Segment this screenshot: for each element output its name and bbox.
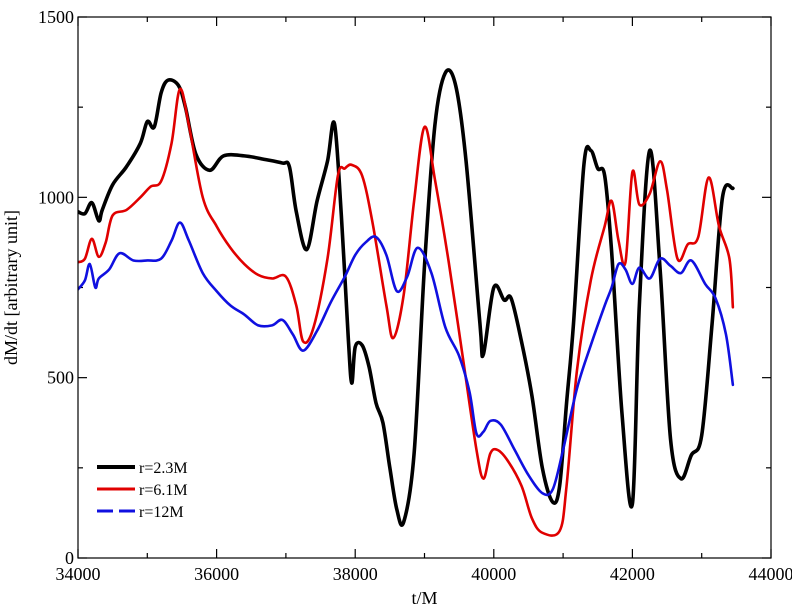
series-line-1 — [78, 87, 735, 537]
series-line-2 — [78, 221, 735, 497]
y-axis-label: dM/dt [arbitrary unit] — [1, 210, 21, 365]
tick-labels: 34000 36000 38000 40000 42000 44000 0 500 1000 15… — [38, 7, 792, 584]
legend-label-0: r=2.3M — [139, 460, 188, 477]
legend: r=2.3M r=6.1M r=12M — [97, 460, 188, 521]
y-tick-label: 1500 — [38, 7, 74, 27]
x-tick-label: 40000 — [471, 564, 516, 584]
legend-label-2: r=12M — [139, 504, 184, 521]
legend-label-1: r=6.1M — [139, 482, 188, 499]
x-tick-label: 34000 — [56, 564, 101, 584]
x-tick-label: 38000 — [333, 564, 378, 584]
x-axis-label: t/M — [411, 588, 437, 608]
plot-frame — [77, 16, 772, 559]
y-tick-label: 0 — [65, 548, 74, 568]
y-tick-label: 1000 — [38, 187, 74, 207]
y-tick-label: 500 — [47, 368, 74, 388]
x-tick-label: 42000 — [610, 564, 655, 584]
x-tick-label: 44000 — [749, 564, 792, 584]
x-tick-label: 36000 — [194, 564, 239, 584]
series-line-0 — [78, 68, 735, 527]
series-lines — [78, 68, 735, 537]
